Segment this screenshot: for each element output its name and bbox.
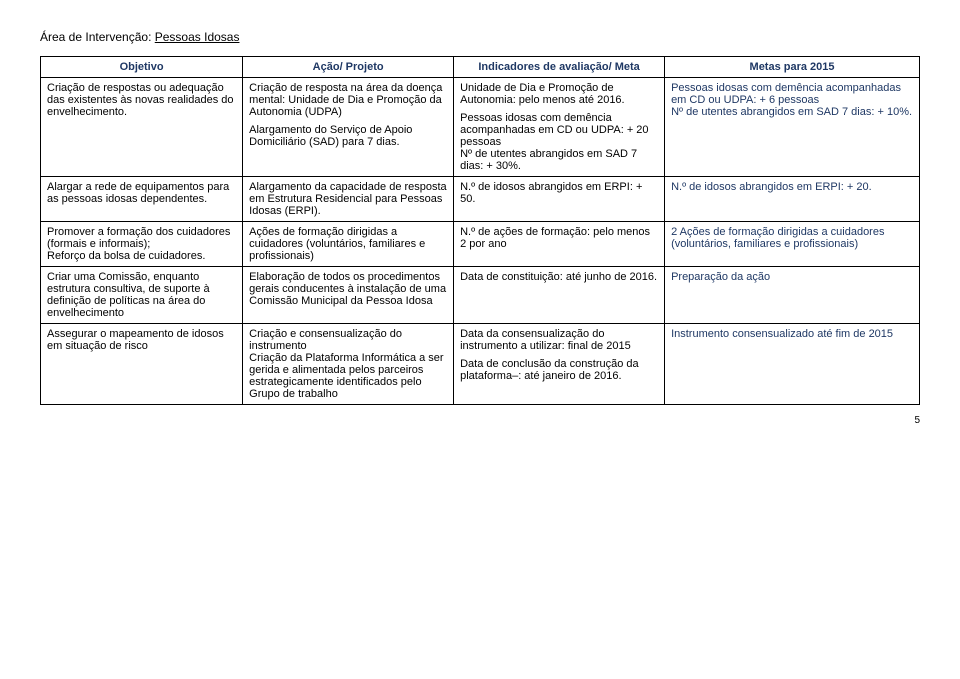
page-number: 5 bbox=[40, 415, 920, 426]
table-row: Criação de respostas ou adequação das ex… bbox=[41, 78, 920, 177]
cell-acao: Elaboração de todos os procedimentos ger… bbox=[243, 267, 454, 324]
cell-metas: Pessoas idosas com demência acompanhadas… bbox=[665, 78, 920, 177]
cell-objetivo: Promover a formação dos cuidadores (form… bbox=[41, 222, 243, 267]
header-row: Objetivo Ação/ Projeto Indicadores de av… bbox=[41, 57, 920, 78]
header-indicadores: Indicadores de avaliação/ Meta bbox=[454, 57, 665, 78]
section-prefix: Área de Intervenção: bbox=[40, 30, 155, 44]
cell-indicadores: N.º de idosos abrangidos em ERPI: + 50. bbox=[454, 177, 665, 222]
table-row: Criar uma Comissão, enquanto estrutura c… bbox=[41, 267, 920, 324]
cell-objetivo: Alargar a rede de equipamentos para as p… bbox=[41, 177, 243, 222]
cell-indicadores: N.º de ações de formação: pelo menos 2 p… bbox=[454, 222, 665, 267]
cell-objetivo: Assegurar o mapeamento de idosos em situ… bbox=[41, 324, 243, 405]
cell-acao: Criação de resposta na área da doença me… bbox=[243, 78, 454, 177]
cell-objetivo: Criação de respostas ou adequação das ex… bbox=[41, 78, 243, 177]
cell-objetivo: Criar uma Comissão, enquanto estrutura c… bbox=[41, 267, 243, 324]
header-objetivo: Objetivo bbox=[41, 57, 243, 78]
cell-metas: Instrumento consensualizado até fim de 2… bbox=[665, 324, 920, 405]
header-acao: Ação/ Projeto bbox=[243, 57, 454, 78]
cell-indicadores: Unidade de Dia e Promoção de Autonomia: … bbox=[454, 78, 665, 177]
section-title: Área de Intervenção: Pessoas Idosas bbox=[40, 30, 920, 44]
cell-acao: Alargamento da capacidade de resposta em… bbox=[243, 177, 454, 222]
cell-metas: Preparação da ação bbox=[665, 267, 920, 324]
table-row: Alargar a rede de equipamentos para as p… bbox=[41, 177, 920, 222]
cell-indicadores: Data da consensualização do instrumento … bbox=[454, 324, 665, 405]
section-topic: Pessoas Idosas bbox=[155, 30, 240, 44]
header-metas: Metas para 2015 bbox=[665, 57, 920, 78]
table-row: Assegurar o mapeamento de idosos em situ… bbox=[41, 324, 920, 405]
cell-acao: Ações de formação dirigidas a cuidadores… bbox=[243, 222, 454, 267]
intervention-table: Objetivo Ação/ Projeto Indicadores de av… bbox=[40, 56, 920, 405]
cell-metas: N.º de idosos abrangidos em ERPI: + 20. bbox=[665, 177, 920, 222]
cell-acao: Criação e consensualização do instrument… bbox=[243, 324, 454, 405]
cell-metas: 2 Ações de formação dirigidas a cuidador… bbox=[665, 222, 920, 267]
table-row: Promover a formação dos cuidadores (form… bbox=[41, 222, 920, 267]
cell-indicadores: Data de constituição: até junho de 2016. bbox=[454, 267, 665, 324]
